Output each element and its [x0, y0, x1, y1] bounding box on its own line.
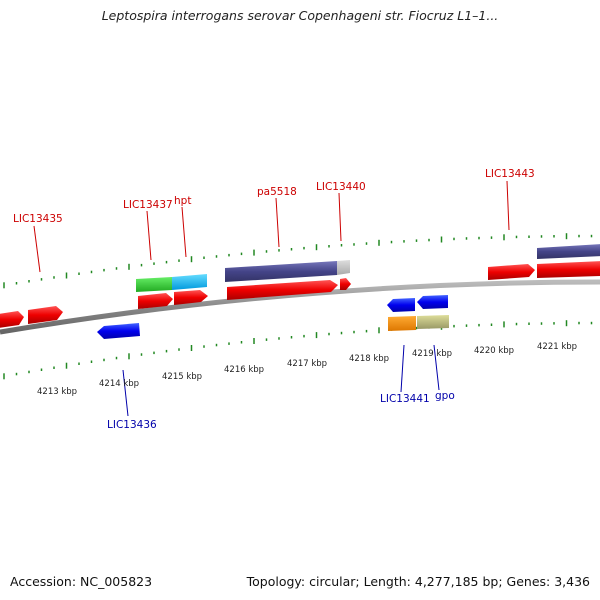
feature-block[interactable]	[136, 277, 172, 292]
scale-label: 4217 kbp	[287, 359, 327, 369]
gene-arrow[interactable]	[417, 295, 448, 309]
genome-backbone	[0, 279, 600, 335]
gene-arrow[interactable]	[227, 280, 338, 300]
feature-block[interactable]	[417, 315, 449, 329]
outer-tick-row	[3, 233, 593, 289]
gene-label-gpo[interactable]: gpo	[435, 390, 455, 402]
scale-label: 4221 kbp	[537, 342, 577, 352]
scale-label: 4219 kbp	[412, 349, 452, 359]
scale-label: 4214 kbp	[99, 379, 139, 389]
gene-label-lic13440[interactable]: LIC13440	[316, 181, 366, 193]
scale-label: 4216 kbp	[224, 365, 264, 375]
label-leader	[122, 369, 129, 417]
feature-block[interactable]	[537, 244, 600, 259]
gene-label-lic13435[interactable]: LIC13435	[13, 213, 63, 225]
feature-block[interactable]	[337, 260, 350, 275]
gene-label-lic13443[interactable]: LIC13443	[485, 168, 535, 180]
label-leader	[433, 344, 440, 391]
gene-arrow[interactable]	[174, 290, 208, 305]
gene-arrow[interactable]	[138, 293, 173, 309]
gene-label-lic13436[interactable]: LIC13436	[107, 419, 157, 431]
gene-label-lic13441[interactable]: LIC13441	[380, 393, 430, 405]
gene-arrow[interactable]	[537, 261, 600, 278]
scale-label: 4220 kbp	[474, 346, 514, 356]
reverse-strand-genes	[97, 295, 449, 339]
label-leader	[338, 192, 342, 242]
label-leader	[506, 180, 510, 231]
gene-arrow[interactable]	[97, 323, 140, 339]
gene-label-pa5518[interactable]: pa5518	[257, 186, 297, 198]
scale-label: 4218 kbp	[349, 354, 389, 364]
label-leader	[181, 206, 187, 258]
gene-arrow[interactable]	[0, 311, 24, 328]
reverse-gene-labels: LIC13436 LIC13441 gpo	[107, 344, 455, 431]
feature-block[interactable]	[225, 261, 337, 282]
feature-blocks	[136, 244, 600, 292]
gene-label-lic13437[interactable]: LIC13437	[123, 199, 173, 211]
accession-label: Accession: NC_005823	[10, 574, 153, 589]
gene-arrow[interactable]	[340, 278, 351, 290]
label-leader	[33, 225, 41, 273]
genome-info: Topology: circular; Length: 4,277,185 bp…	[246, 574, 590, 589]
forward-gene-labels: LIC13435 LIC13437 hpt pa5518 LIC13440 LI…	[13, 168, 535, 273]
scale-labels: 4213 kbp 4214 kbp 4215 kbp 4216 kbp 4217…	[37, 342, 577, 397]
gene-arrow[interactable]	[488, 264, 535, 280]
label-leader	[146, 210, 152, 261]
scale-label: 4215 kbp	[162, 372, 202, 382]
label-leader	[275, 197, 280, 248]
scale-label: 4213 kbp	[37, 387, 77, 397]
gene-arrow[interactable]	[387, 298, 415, 312]
forward-strand-genes	[0, 261, 600, 328]
feature-block[interactable]	[388, 316, 416, 331]
gene-arrow[interactable]	[28, 306, 63, 324]
gene-label-hpt[interactable]: hpt	[174, 195, 191, 207]
map-title: Leptospira interrogans serovar Copenhage…	[101, 8, 499, 23]
label-leader	[400, 344, 405, 393]
feature-block[interactable]	[172, 274, 207, 290]
